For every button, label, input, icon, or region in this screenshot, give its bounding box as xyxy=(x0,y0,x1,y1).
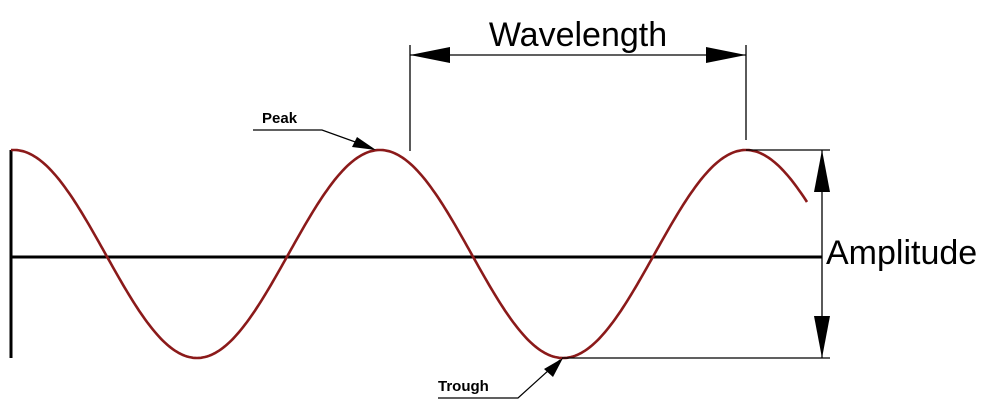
wavelength-label: Wavelength xyxy=(489,16,667,54)
amplitude-arrow-top xyxy=(814,150,830,192)
trough-leader-line xyxy=(438,359,561,399)
trough-label: Trough xyxy=(438,378,489,395)
trough-leader-arrow xyxy=(544,358,563,377)
wavelength-arrow-left xyxy=(410,47,450,63)
wavelength-arrow-right xyxy=(706,47,746,63)
peak-label: Peak xyxy=(262,110,298,127)
amplitude-arrow-bottom xyxy=(814,316,830,358)
sine-wave xyxy=(10,148,809,360)
peak-leader-arrow xyxy=(352,137,376,150)
amplitude-label: Amplitude xyxy=(826,234,977,272)
